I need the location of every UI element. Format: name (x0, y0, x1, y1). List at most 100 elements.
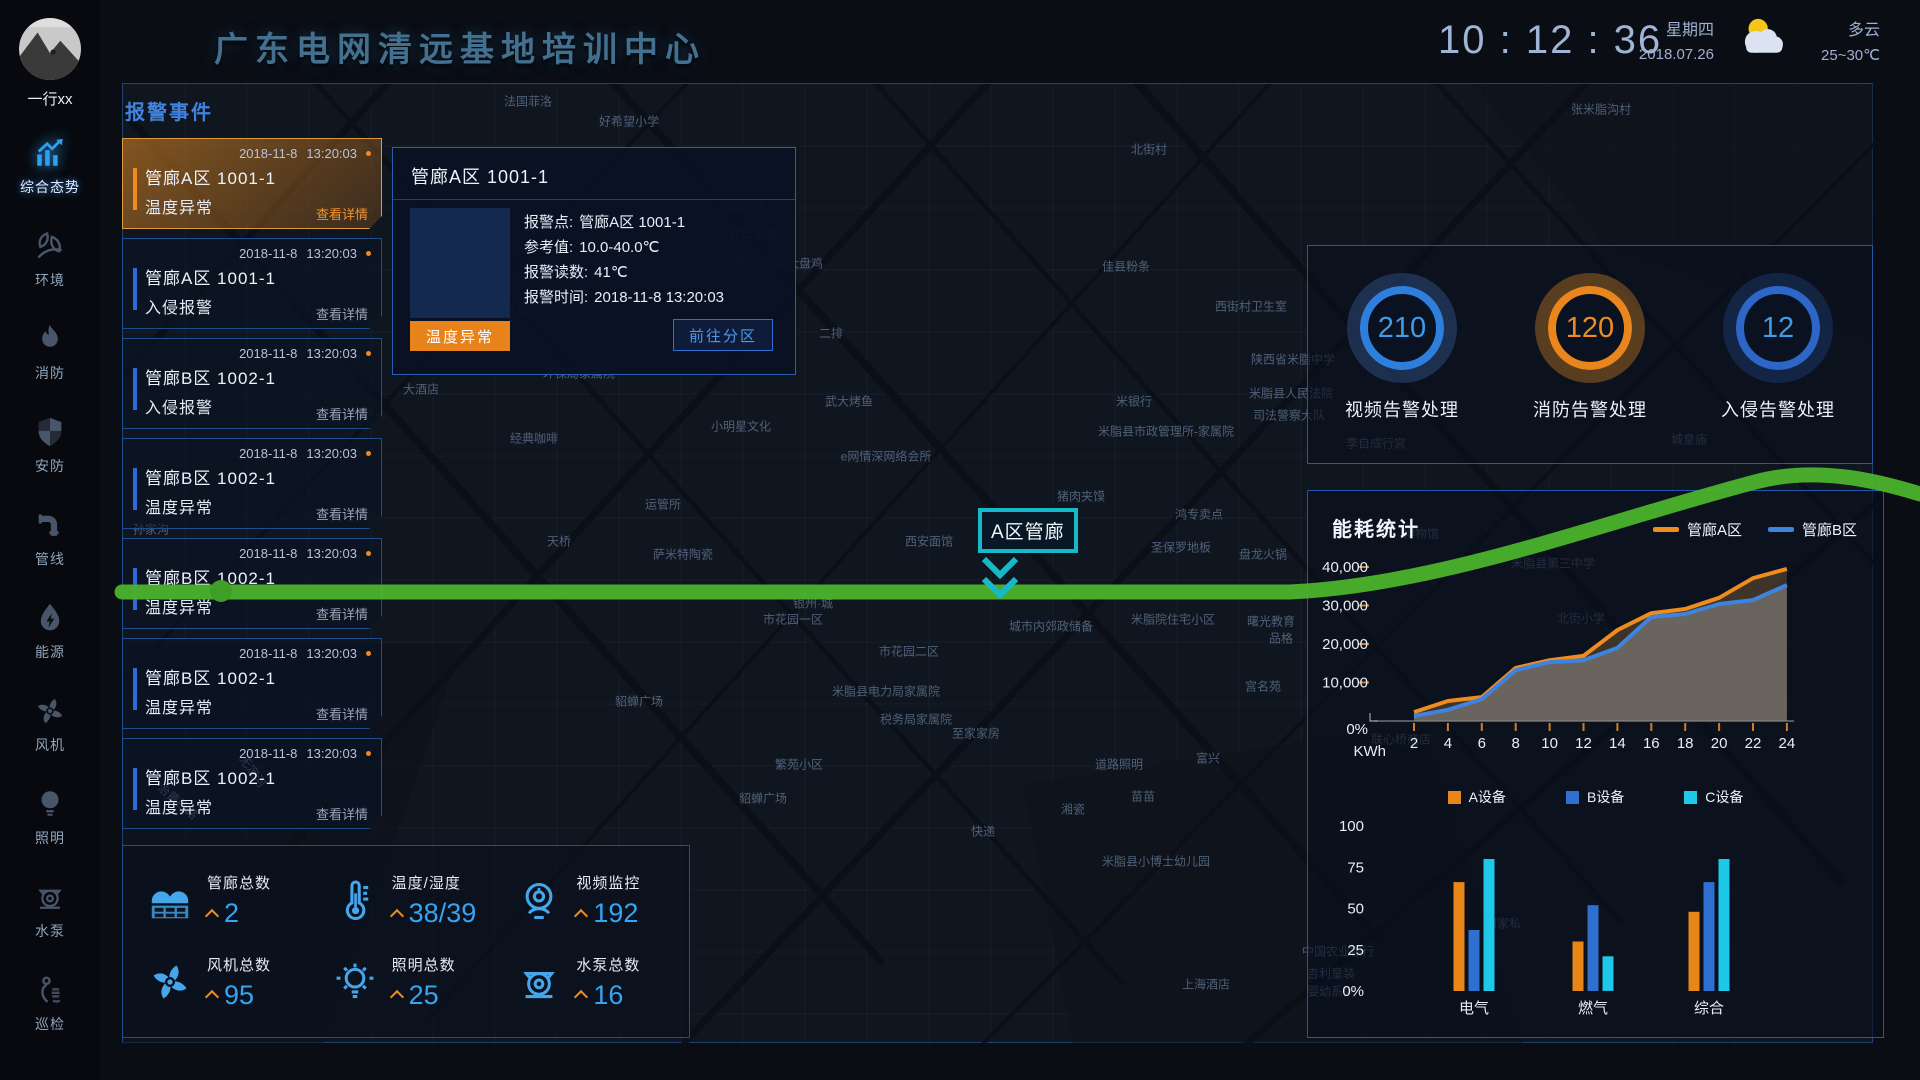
map-place-label: 道路照明 (1094, 757, 1144, 772)
svg-text:综合: 综合 (1694, 1000, 1724, 1017)
alarm-date: 2018-11-8 (239, 646, 298, 661)
alert-dot-icon (366, 151, 371, 156)
alarm-event-card[interactable]: 2018-11-8 13:20:03 管廊B区 1002-1 温度异常 查看详情 (122, 538, 382, 629)
sidebar-item-label: 能源 (35, 644, 65, 660)
map-place-label: 西街村卫生室 (1214, 299, 1288, 314)
sidebar-item-label: 安防 (35, 458, 65, 474)
sidebar-item-pump[interactable]: 水泵 (0, 880, 100, 941)
alarm-event-card[interactable]: 2018-11-8 13:20:03 管廊B区 1002-1 温度异常 查看详情 (122, 638, 382, 729)
legend-swatch (1565, 790, 1579, 804)
sidebar: 一行xx 综合态势环境消防安防管线能源风机照明水泵巡检 (0, 0, 100, 1080)
map-place-label: 貂蝉广场 (614, 694, 664, 709)
alert-dot-icon (366, 251, 371, 256)
svg-text:燃气: 燃气 (1578, 999, 1608, 1017)
alarm-event-card[interactable]: 2018-11-8 13:20:03 管廊A区 1001-1 温度异常 查看详情 (122, 138, 382, 229)
view-details-link[interactable]: 查看详情 (315, 507, 368, 522)
sidebar-item-pipeline[interactable]: 管线 (0, 508, 100, 569)
view-details-link[interactable]: 查看详情 (315, 807, 368, 822)
map-place-label: 天桥 (546, 534, 572, 549)
pump-icon (33, 880, 67, 914)
clock: 10 : 12 : 36 (1438, 18, 1663, 62)
alarm-type-badge: 温度异常 (410, 321, 510, 351)
sidebar-item-fire[interactable]: 消防 (0, 322, 100, 383)
accent-bar (133, 568, 137, 610)
map-place-label: 上海酒店 (1181, 977, 1231, 992)
date-block: 星期四 2018.07.26 (1622, 16, 1714, 63)
svg-text:75: 75 (1347, 859, 1364, 876)
alarm-date: 2018-11-8 (239, 546, 298, 561)
map-place-label: 法国菲洛 (503, 94, 553, 109)
svg-text:50: 50 (1347, 901, 1364, 918)
svg-text:20,000: 20,000 (1322, 636, 1368, 653)
pump-icon (516, 959, 562, 1005)
summary-stat: 风机总数 95 (129, 942, 314, 1024)
map-place-label: 小明星文化 (710, 419, 772, 434)
alarm-type: 入侵报警 (145, 300, 214, 317)
svg-text:2: 2 (1410, 735, 1418, 752)
trend-chart-icon (33, 136, 67, 170)
caret-up-icon (204, 990, 220, 1005)
summary-stat: 水泵总数 16 (498, 942, 683, 1024)
alarm-events-panel: 报警事件 2018-11-8 13:20:03 管廊A区 1001-1 温度异常 查看详… (122, 96, 382, 838)
sidebar-item-inspection[interactable]: 巡检 (0, 973, 100, 1034)
view-details-link[interactable]: 查看详情 (315, 607, 368, 622)
alert-dot-icon (366, 751, 371, 756)
svg-text:电气: 电气 (1459, 1000, 1489, 1017)
stat-value: 16 (593, 979, 624, 1010)
stat-value: 38/39 (408, 898, 477, 929)
alarm-event-card[interactable]: 2018-11-8 13:20:03 管廊A区 1001-1 入侵报警 查看详情 (122, 238, 382, 329)
weather-text: 多云 (1847, 22, 1880, 39)
legend-item: C设备 (1684, 787, 1743, 807)
view-details-link[interactable]: 查看详情 (315, 307, 368, 322)
view-details-link[interactable]: 查看详情 (315, 207, 368, 222)
map-place-label: 运管所 (644, 497, 682, 512)
stat-ring: 12 (1736, 286, 1820, 370)
user-name: 一行xx (27, 91, 73, 108)
map-place-label: 品格 (1268, 631, 1294, 646)
stat-value: 95 (224, 979, 255, 1010)
cloudy-weather-icon (1744, 18, 1783, 53)
sidebar-item-fan[interactable]: 风机 (0, 694, 100, 755)
svg-text:0%: 0% (1342, 983, 1364, 1000)
view-details-link[interactable]: 查看详情 (315, 407, 368, 422)
map-place-label: 貂蝉广场 (738, 791, 788, 806)
alarm-event-card[interactable]: 2018-11-8 13:20:03 管廊B区 1002-1 温度异常 查看详情 (122, 738, 382, 829)
sidebar-item-overview[interactable]: 综合态势 (0, 136, 100, 197)
accent-bar (133, 468, 137, 510)
alarm-zone-name: 管廊B区 1002-1 (145, 569, 276, 588)
alarm-type: 温度异常 (145, 600, 214, 617)
view-details-link[interactable]: 查看详情 (315, 707, 368, 722)
alarm-type: 温度异常 (145, 700, 214, 717)
stat-label: 视频告警处理 (1345, 400, 1459, 420)
stat-label: 管廊总数 (207, 875, 272, 893)
alarm-timestamp: 2018-11-8 13:20:03 (123, 239, 381, 261)
map-place-label: 繁苑小区 (774, 757, 824, 772)
alarm-date: 2018-11-8 (239, 446, 298, 461)
tunnel-a-marker[interactable]: A区管廊 (978, 508, 1078, 610)
map-place-label: 城市内郊政储备 (1008, 619, 1094, 634)
alarm-zone-name: 管廊B区 1002-1 (145, 769, 276, 788)
sidebar-item-label: 照明 (35, 830, 65, 846)
map-place-label: 苗苗 (1130, 789, 1156, 804)
alarm-zone-name: 管廊A区 1001-1 (145, 269, 276, 288)
avatar[interactable] (19, 18, 81, 80)
alarm-time: 13:20:03 (306, 246, 357, 261)
sidebar-item-environment[interactable]: 环境 (0, 229, 100, 290)
alarm-timestamp: 2018-11-8 13:20:03 (123, 339, 381, 361)
sidebar-item-energy[interactable]: 能源 (0, 601, 100, 662)
legend-item: A设备 (1447, 787, 1506, 807)
map-place-label: 萨米特陶瓷 (652, 547, 714, 562)
stat-label: 水泵总数 (576, 956, 641, 974)
alarm-event-card[interactable]: 2018-11-8 13:20:03 管廊B区 1002-1 温度异常 查看详情 (122, 438, 382, 529)
temperature-text: 25~30℃ (1821, 47, 1880, 64)
map-place-label: 富兴 (1195, 751, 1221, 766)
accent-bar (133, 768, 137, 810)
sidebar-item-lighting[interactable]: 照明 (0, 787, 100, 848)
alarm-event-card[interactable]: 2018-11-8 13:20:03 管廊B区 1002-1 入侵报警 查看详情 (122, 338, 382, 429)
svg-text:100: 100 (1339, 818, 1364, 835)
sidebar-item-security[interactable]: 安防 (0, 415, 100, 476)
alarm-date: 2018-11-8 (239, 346, 298, 361)
goto-zone-button[interactable]: 前往分区 (673, 319, 773, 351)
